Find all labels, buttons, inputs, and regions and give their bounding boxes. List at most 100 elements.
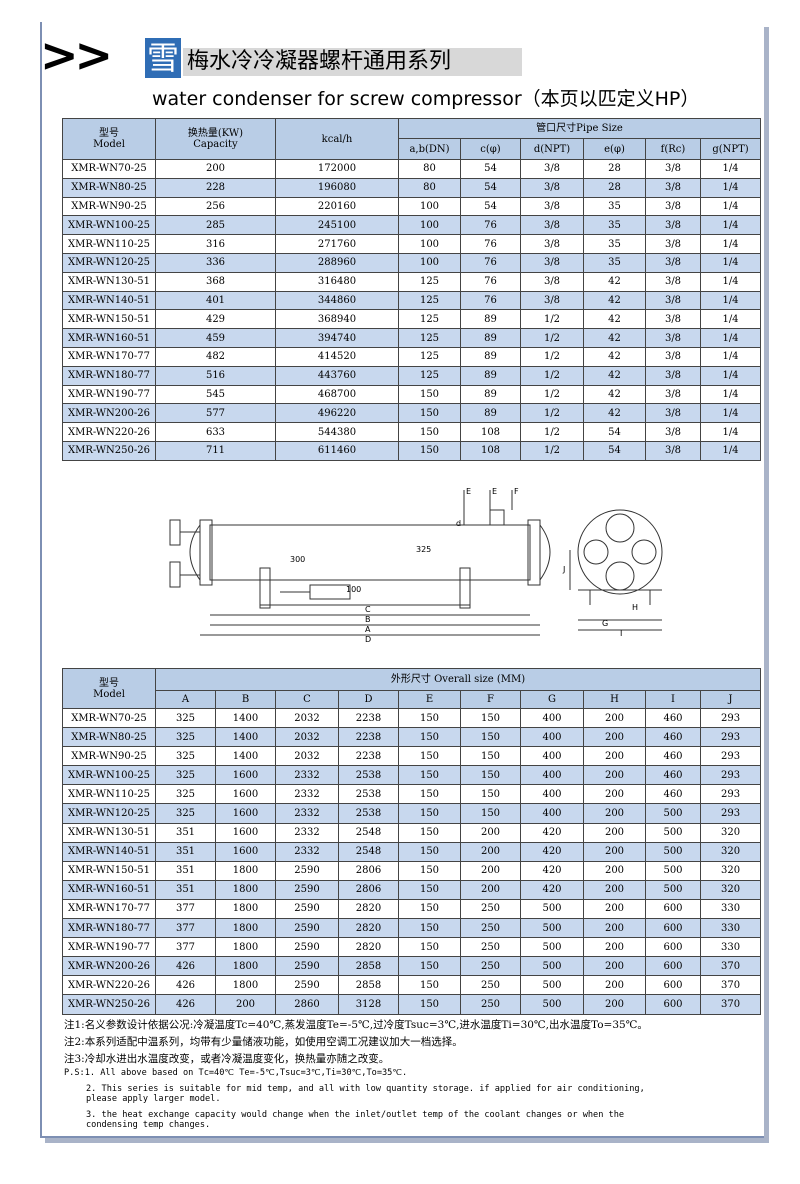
cell: 200 <box>583 841 646 862</box>
cell: 320 <box>699 841 762 862</box>
cell: 2238 <box>338 746 399 767</box>
cell: 600 <box>645 956 701 977</box>
cell: 3/8 <box>520 271 584 292</box>
cell: 150 <box>398 918 461 939</box>
data-row: XMR-WN190-77 377 1800 2590 2820 150 250 500 200 6… <box>62 937 762 958</box>
cell: 125 <box>398 309 461 330</box>
header-cell: D <box>338 690 399 709</box>
drawing-label: A <box>365 625 371 634</box>
cell: 150 <box>398 727 461 748</box>
cell: 482 <box>155 346 276 367</box>
cell: 76 <box>460 252 521 273</box>
cell: 200 <box>583 918 646 939</box>
cell: 1400 <box>215 746 276 767</box>
drawing-label: J <box>562 565 565 574</box>
cell: 420 <box>520 822 584 843</box>
cell: 577 <box>155 403 276 424</box>
cell: 150 <box>398 822 461 843</box>
cell: 2538 <box>338 784 399 805</box>
cell: 293 <box>699 803 762 824</box>
cell: 293 <box>699 727 762 748</box>
cell: 500 <box>520 994 584 1015</box>
cell: 200 <box>583 707 646 729</box>
data-row: XMR-WN120-25 325 1600 2332 2538 150 150 400 200 5… <box>62 803 762 824</box>
cell: 1/4 <box>699 346 762 367</box>
cell: 368 <box>155 271 276 292</box>
data-row: XMR-WN250-26 426 200 2860 3128 150 250 500 200 60… <box>62 994 762 1015</box>
cell: 500 <box>645 879 701 900</box>
drawing-label: d <box>456 519 461 528</box>
cell: 500 <box>520 975 584 996</box>
cell: 150 <box>398 746 461 767</box>
cell: 3128 <box>338 994 399 1015</box>
cell: 42 <box>583 384 646 405</box>
data-row: XMR-WN150-51 351 1800 2590 2806 150 200 420 200 5… <box>62 860 762 881</box>
cell: XMR-WN140-51 <box>62 841 156 862</box>
cell: 3/8 <box>520 234 584 254</box>
drawing-label: I <box>620 629 622 638</box>
cell: 611460 <box>275 440 399 461</box>
cell: XMR-WN140-51 <box>62 290 156 311</box>
cell: XMR-WN100-25 <box>62 765 156 786</box>
drawing-label: G <box>602 619 608 628</box>
cell: 288960 <box>275 252 399 273</box>
data-row: XMR-WN140-51 401 344860 125 76 3/8 42 3/8 1/4 <box>62 290 762 311</box>
cell: 3/8 <box>520 215 584 236</box>
cell: 429 <box>155 309 276 330</box>
cell: XMR-WN100-25 <box>62 215 156 236</box>
cell: 150 <box>398 937 461 958</box>
data-row: XMR-WN180-77 377 1800 2590 2820 150 250 500 200 6… <box>62 918 762 939</box>
drawing-label: C <box>365 605 371 614</box>
data-row: XMR-WN80-25 325 1400 2032 2238 150 150 400 200 46… <box>62 727 762 748</box>
cell: 1/4 <box>699 271 762 292</box>
cell: 200 <box>583 860 646 881</box>
header-row: 型号 Model 换热量(KW) Capacity kcal/h 管口尺寸Pipe Siz… <box>62 118 762 160</box>
cell: 3/8 <box>645 177 701 198</box>
cell: 108 <box>460 422 521 442</box>
cell: 500 <box>645 841 701 862</box>
data-row: XMR-WN160-51 459 394740 125 89 1/2 42 3/8 1/4 <box>62 328 762 348</box>
cell: 1/2 <box>520 365 584 386</box>
cell: 2806 <box>338 879 399 900</box>
data-row: XMR-WN80-25 228 196080 80 54 3/8 28 3/8 1/4 <box>62 177 762 198</box>
cell: 500 <box>645 803 701 824</box>
cell: 2332 <box>275 784 339 805</box>
cell: 150 <box>398 994 461 1015</box>
cell: 320 <box>699 879 762 900</box>
data-row: XMR-WN130-51 351 1600 2332 2548 150 200 420 200 5… <box>62 822 762 843</box>
header-cell: A <box>155 690 216 709</box>
cell: 42 <box>583 290 646 311</box>
cell: 250 <box>460 918 521 939</box>
cell: 2238 <box>338 707 399 729</box>
cell: 2860 <box>275 994 339 1015</box>
data-row: XMR-WN220-26 426 1800 2590 2858 150 250 500 200 6… <box>62 975 762 996</box>
cell: 351 <box>155 822 216 843</box>
drawing-label: 100 <box>346 585 361 594</box>
cell: 3/8 <box>645 234 701 254</box>
cell: 1/4 <box>699 252 762 273</box>
cell: XMR-WN150-51 <box>62 309 156 330</box>
cell: 200 <box>583 898 646 920</box>
cell: XMR-WN90-25 <box>62 746 156 767</box>
cell: 245100 <box>275 215 399 236</box>
cell: 250 <box>460 937 521 958</box>
cell: 330 <box>699 918 762 939</box>
cell: 370 <box>699 975 762 996</box>
table: 型号 Model 外形尺寸 Overall size (MM) A B C D E F G H I J X… <box>62 668 762 1015</box>
cell: 1600 <box>215 765 276 786</box>
data-row: XMR-WN170-77 482 414520 125 89 1/2 42 3/8 1/4 <box>62 346 762 367</box>
cell: 545 <box>155 384 276 405</box>
cell: 293 <box>699 765 762 786</box>
cell: 325 <box>155 784 216 805</box>
cell: 250 <box>460 975 521 996</box>
cell: 2590 <box>275 956 339 977</box>
cell: 150 <box>460 784 521 805</box>
cell: 125 <box>398 271 461 292</box>
cell: 1/2 <box>520 328 584 348</box>
cell: 89 <box>460 403 521 424</box>
cell: 28 <box>583 159 646 179</box>
data-row: XMR-WN150-51 429 368940 125 89 1/2 42 3/8 1/4 <box>62 309 762 330</box>
cell: 2820 <box>338 918 399 939</box>
cell: 394740 <box>275 328 399 348</box>
cell: 2032 <box>275 707 339 729</box>
